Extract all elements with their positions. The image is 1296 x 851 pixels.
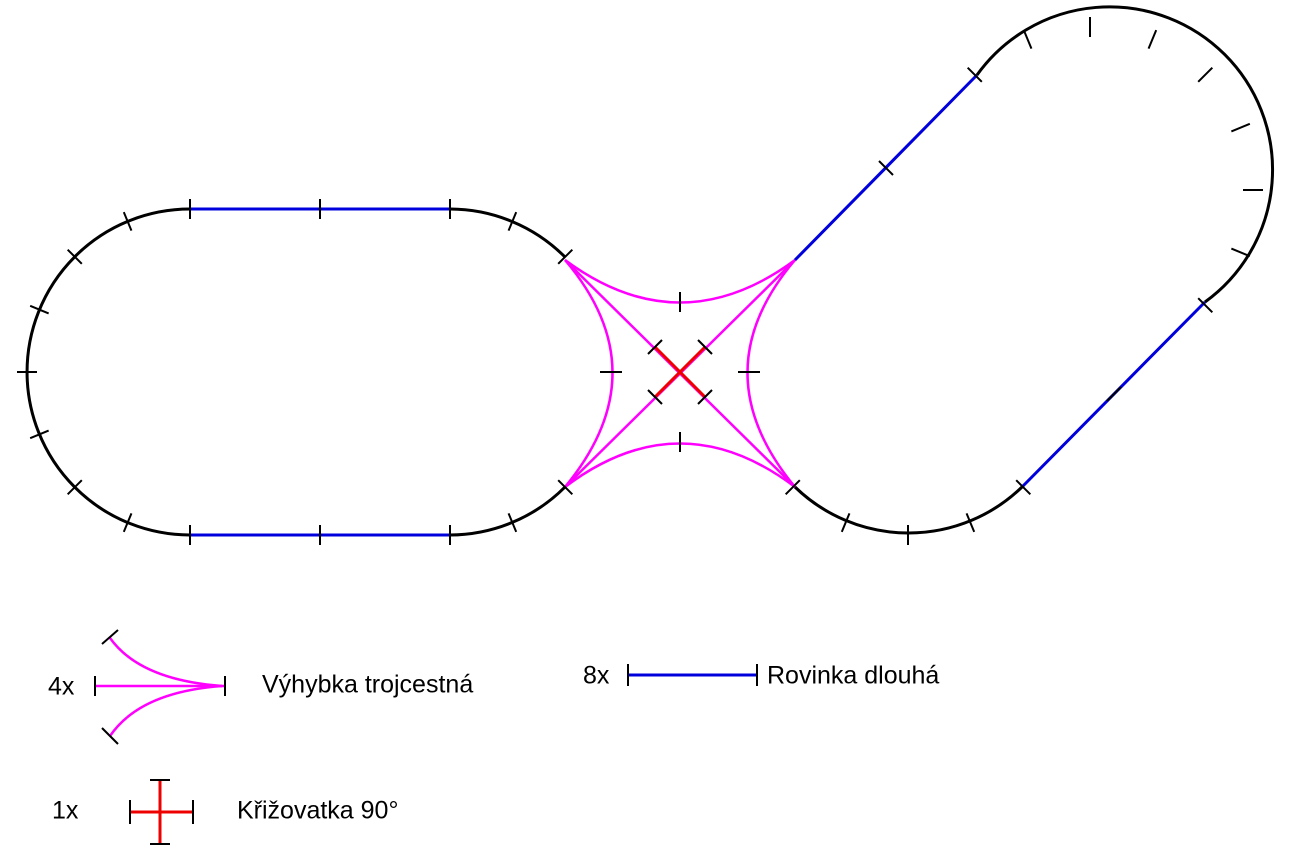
tick: [1197, 297, 1214, 314]
legend-count: 4x: [48, 673, 75, 701]
curve-track: [975, 5, 1275, 304]
tick: [1015, 479, 1032, 496]
switch-track: [746, 259, 796, 488]
legend-count: 8x: [583, 662, 610, 690]
tick: [507, 211, 518, 232]
tick: [966, 66, 983, 83]
tick: [101, 629, 119, 645]
tick: [1022, 29, 1033, 50]
tick: [697, 339, 713, 355]
tick: [101, 727, 119, 745]
tick: [66, 479, 83, 496]
legend-switch-icon: [108, 637, 223, 688]
legend-label: Rovinka dlouhá: [767, 662, 939, 690]
tick: [697, 389, 713, 405]
tick: [122, 512, 133, 533]
tick: [1197, 66, 1214, 83]
tick: [647, 339, 663, 355]
curve-track: [449, 485, 567, 537]
legend-label: Křižovatka 90°: [237, 797, 398, 825]
switch-track: [564, 259, 614, 488]
tick: [122, 211, 133, 232]
tick: [1106, 386, 1122, 402]
legend-switch-icon: [108, 684, 223, 737]
tick: [1230, 122, 1251, 133]
tick: [507, 512, 518, 533]
tick: [840, 512, 851, 533]
tick: [557, 479, 574, 496]
tick: [66, 248, 83, 265]
tick: [784, 479, 801, 496]
tick: [878, 160, 894, 176]
tick: [557, 248, 574, 265]
legend-count: 1x: [52, 797, 79, 825]
tick: [1147, 29, 1158, 50]
tick: [965, 512, 976, 533]
tick: [647, 389, 663, 405]
crossing-track: [653, 345, 707, 399]
curve-track: [449, 207, 567, 259]
tick: [29, 429, 50, 440]
tick: [1230, 247, 1251, 258]
legend-label: Výhybka trojcestná: [262, 671, 473, 699]
tick: [29, 304, 50, 315]
curve-track: [25, 207, 191, 537]
